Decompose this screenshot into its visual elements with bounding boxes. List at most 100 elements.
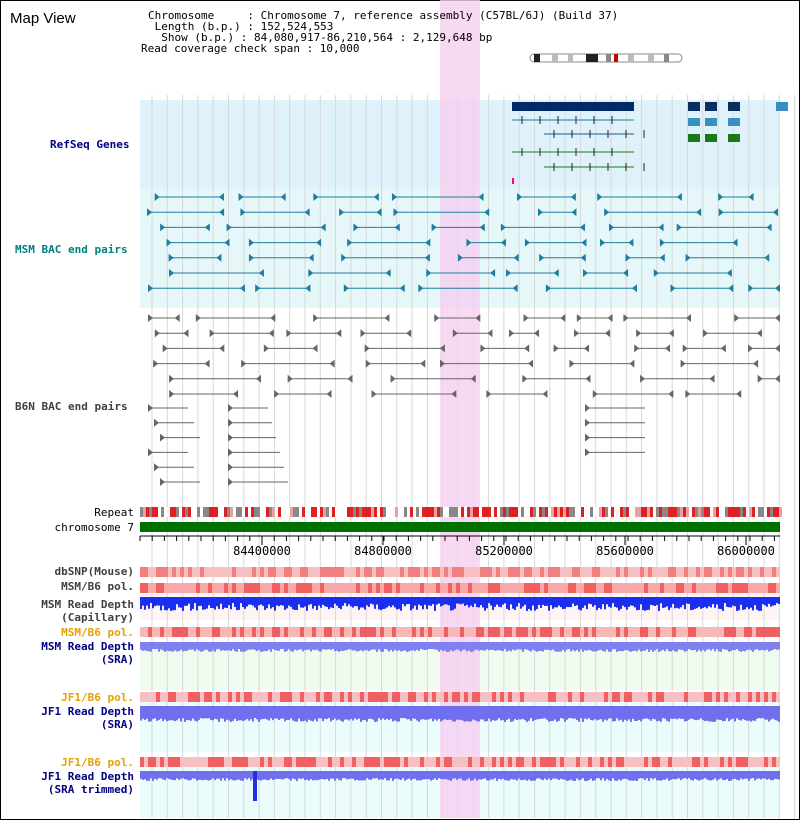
depth-bar	[652, 706, 654, 719]
track-label-jf1-pol-trimmed[interactable]: JF1/B6 pol.	[61, 756, 134, 769]
heat-cell	[448, 692, 452, 702]
depth-bar	[520, 706, 522, 720]
depth-bar	[678, 642, 680, 650]
depth-bar	[334, 706, 336, 719]
bac-end	[585, 404, 590, 412]
depth-spike	[253, 771, 257, 801]
depth-bar	[674, 597, 676, 609]
depth-bar	[732, 597, 734, 606]
bac-end	[228, 478, 233, 486]
track-label-msm-pol[interactable]: MSM/B6 pol.	[61, 580, 134, 593]
depth-bar	[316, 597, 318, 610]
repeat-mark	[773, 507, 776, 517]
heat-cell	[484, 757, 488, 767]
heat-cell	[220, 583, 224, 593]
depth-bar	[674, 771, 676, 780]
depth-bar	[198, 597, 200, 606]
heat-cell	[716, 627, 720, 637]
depth-bar	[200, 597, 202, 606]
track-label-refseq[interactable]: RefSeq Genes	[50, 138, 130, 151]
track-label-msm-pol-sra[interactable]: MSM/B6 pol.	[61, 626, 134, 639]
depth-bar	[246, 642, 248, 651]
bac-end	[775, 344, 780, 353]
track-label-msm-depth-capillary[interactable]: MSM Read Depth (Capillary)	[41, 598, 134, 624]
depth-bar	[186, 706, 188, 720]
track-label-dbsnp[interactable]: dbSNP(Mouse)	[54, 565, 134, 578]
bac-end	[393, 208, 399, 217]
heat-cell	[608, 627, 612, 637]
heat-cell	[172, 627, 176, 637]
track-label-msm-depth-sra[interactable]: MSM Read Depth (SRA)	[41, 640, 134, 666]
depth-bar	[652, 771, 654, 780]
depth-bar	[754, 706, 756, 721]
bac-end	[629, 359, 635, 368]
depth-bar	[688, 706, 690, 720]
repeat-mark	[731, 507, 734, 517]
heat-cell	[508, 692, 512, 702]
depth-bar	[594, 642, 596, 652]
depth-bar	[426, 706, 428, 720]
heat-cell	[248, 583, 252, 593]
heat-cell	[688, 757, 692, 767]
msm-sra-line1: MSM Read Depth	[41, 640, 134, 653]
heat-cell	[344, 567, 348, 577]
repeat-mark	[209, 507, 212, 517]
repeat-mark	[413, 507, 416, 517]
depth-bar	[288, 771, 290, 780]
track-label-b6n-bac[interactable]: B6N BAC end pairs	[15, 400, 128, 413]
depth-bar	[744, 706, 746, 721]
heat-cell	[492, 757, 496, 767]
depth-bar	[430, 771, 432, 781]
depth-bar	[412, 771, 414, 779]
depth-bar	[642, 771, 644, 779]
depth-bar	[566, 771, 568, 781]
heat-cell	[256, 757, 260, 767]
heat-cell	[152, 567, 156, 577]
heat-cell	[300, 583, 304, 593]
heat-cell	[540, 583, 544, 593]
heat-cell	[764, 583, 768, 593]
heat-cell	[356, 627, 360, 637]
depth-bar	[512, 706, 514, 722]
depth-bar	[384, 597, 386, 609]
bac-end	[470, 374, 476, 383]
track-label-jf1-pol[interactable]: JF1/B6 pol.	[61, 691, 134, 704]
repeat-mark	[182, 507, 185, 517]
heat-cell	[264, 692, 268, 702]
heat-cell	[276, 567, 280, 577]
repeat-mark	[665, 507, 668, 517]
track-label-jf1-depth-trimmed[interactable]: JF1 Read Depth (SRA trimmed)	[41, 770, 134, 796]
track-label-msm-bac[interactable]: MSM BAC end pairs	[15, 243, 128, 256]
depth-bar	[770, 597, 772, 607]
depth-bar	[170, 706, 172, 721]
heat-cell	[716, 757, 720, 767]
track-label-repeat[interactable]: Repeat	[94, 506, 134, 519]
heat-cell	[444, 583, 448, 593]
depth-bar	[626, 597, 628, 610]
depth-bar	[728, 706, 730, 722]
heat-cell	[468, 627, 472, 637]
repeat-mark	[557, 507, 560, 517]
heat-cell	[292, 567, 296, 577]
repeat-mark	[596, 507, 599, 517]
heat-cell	[460, 757, 464, 767]
heat-cell	[480, 583, 484, 593]
bac-end	[420, 359, 426, 368]
depth-bar	[514, 642, 516, 651]
depth-bar	[236, 597, 238, 611]
depth-bar	[380, 771, 382, 780]
track-label-jf1-depth[interactable]: JF1 Read Depth (SRA)	[41, 705, 134, 731]
track-label-chromosome[interactable]: chromosome 7	[54, 521, 134, 534]
depth-bar	[426, 597, 428, 610]
depth-bar	[746, 642, 748, 650]
repeat-mark	[197, 507, 200, 517]
depth-bar	[720, 597, 722, 610]
bac-end	[574, 329, 580, 338]
heat-cell	[384, 692, 388, 702]
depth-bar	[530, 597, 532, 611]
heat-cell	[660, 583, 664, 593]
depth-bar	[546, 597, 548, 606]
depth-bar	[730, 597, 732, 608]
repeat-mark	[326, 507, 329, 517]
